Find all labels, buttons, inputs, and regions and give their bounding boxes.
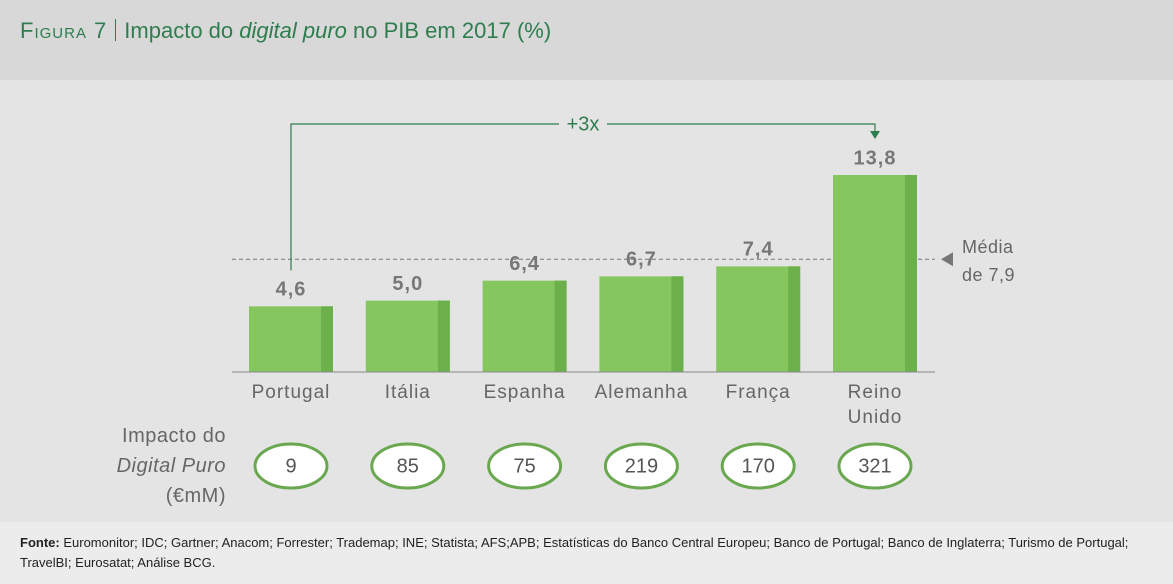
impact-value: 85 [397, 455, 419, 477]
reference-marker [941, 252, 953, 267]
title-text: Impacto do [124, 18, 234, 43]
impact-bubble [603, 442, 679, 490]
impact-bubble [837, 442, 913, 490]
reference-label: Média de 7,9 [962, 237, 1016, 285]
bar-shade [671, 276, 684, 372]
bar [599, 276, 684, 372]
x-tick-label: Itália [384, 382, 431, 403]
impact-label-line: (€mM) [165, 485, 226, 507]
annotation-bg [559, 112, 607, 136]
bar-shade [554, 280, 567, 372]
x-tick-label: Espanha [483, 382, 566, 403]
bar [482, 280, 567, 372]
header-band [0, 0, 1173, 80]
impact-label-line: Digital Puro [116, 455, 226, 477]
impact-value: 321 [858, 455, 891, 477]
value-label: 6,4 [509, 253, 540, 275]
bar-shade [437, 300, 450, 372]
source-text: Euromonitor; IDC; Gartner; Anacom; Forre… [20, 535, 1129, 570]
impact-label: Impacto do Digital Puro (€mM) [117, 421, 226, 511]
source: Fonte: Euromonitor; IDC; Gartner; Anacom… [20, 533, 1140, 573]
annotation: +3x [567, 113, 600, 135]
impact-value: 75 [513, 455, 535, 477]
impact-bubble [487, 442, 563, 490]
value-label: 6,7 [626, 249, 657, 271]
value-label: 5,0 [392, 273, 423, 295]
bar [249, 306, 333, 372]
bar-shade [905, 175, 917, 372]
title-unit: (%) [516, 18, 552, 43]
x-tick-label: Reino Unido [847, 382, 903, 428]
x-tick-label: França [725, 382, 791, 403]
bar [716, 266, 801, 372]
impact-bubble [370, 442, 446, 490]
bar [365, 300, 450, 372]
bar [833, 175, 917, 372]
bracket [290, 123, 876, 271]
title-text: no PIB em 2017 [353, 18, 511, 43]
x-tick-label: Portugal [251, 382, 331, 403]
title-italic: digital puro [239, 18, 347, 43]
source-label: Fonte: [20, 535, 60, 550]
bar-shade [321, 306, 333, 372]
value-label: 7,4 [743, 239, 774, 261]
impact-label-line: Impacto do [122, 425, 226, 447]
bracket-arrow [870, 131, 880, 139]
impact-value: 219 [625, 455, 658, 477]
impact-value: 9 [285, 455, 296, 477]
x-tick-label: Alemanha [594, 382, 689, 403]
value-label: 4,6 [276, 279, 307, 301]
impact-bubble [253, 442, 329, 490]
impact-bubble [720, 442, 796, 490]
separator [115, 19, 117, 41]
bar-shade [788, 266, 801, 372]
value-label: 13,8 [854, 147, 897, 169]
figure-label: Figura 7 [20, 18, 108, 43]
impact-value: 170 [742, 455, 775, 477]
footer-band [0, 522, 1173, 584]
title: Figura 7 Impacto do digital puro no PIB e… [20, 18, 551, 44]
